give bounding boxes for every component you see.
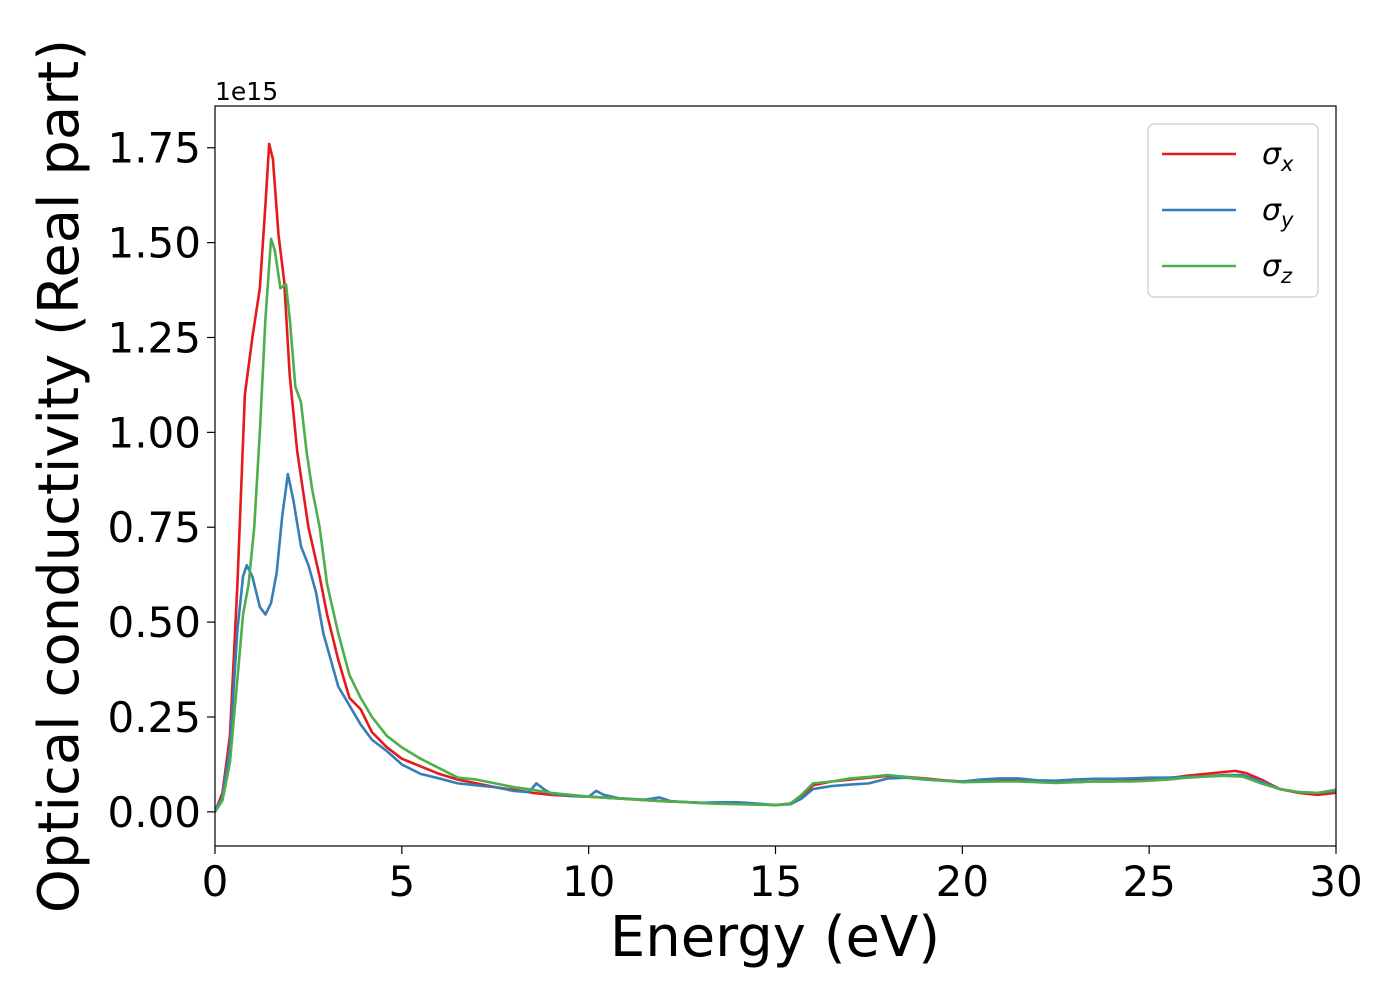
legend-label-y: σy (1262, 193, 1294, 232)
x-tick-label: 10 (562, 857, 615, 906)
y-tick-label: 0.50 (107, 598, 201, 647)
y-axis-title: Optical conductivity (Real part) (27, 39, 92, 913)
y-tick-label: 0.75 (107, 503, 201, 552)
x-axis-title: Energy (eV) (610, 905, 940, 970)
x-tick-label: 20 (936, 857, 989, 906)
y-tick-label: 1.50 (107, 219, 201, 268)
legend-label-x: σx (1262, 137, 1294, 176)
series-layer (215, 142, 1336, 814)
y-tick-label: 0.25 (107, 693, 201, 742)
x-tick-label: 15 (749, 857, 802, 906)
x-tick-label: 5 (388, 857, 415, 906)
y-tick-label: 0.00 (107, 788, 201, 837)
series-line-z (215, 237, 1336, 814)
y-tick-label: 1.00 (107, 408, 201, 457)
axes-layer: 0 5 10 15 20 25 30 0.00 0.25 0.50 0.75 1.00 1.25 1.50… (107, 105, 1363, 906)
plot-area (215, 142, 1336, 814)
x-tick-label: 25 (1122, 857, 1175, 906)
y-tick-label: 1.25 (107, 313, 201, 362)
x-tick-label: 30 (1309, 857, 1362, 906)
x-tick-label: 0 (202, 857, 229, 906)
y-offset-label: 1e15 (215, 77, 278, 106)
legend-label-z: σz (1262, 249, 1293, 288)
y-tick-label: 1.75 (107, 124, 201, 173)
legend: σx σy σz (1147, 123, 1319, 298)
